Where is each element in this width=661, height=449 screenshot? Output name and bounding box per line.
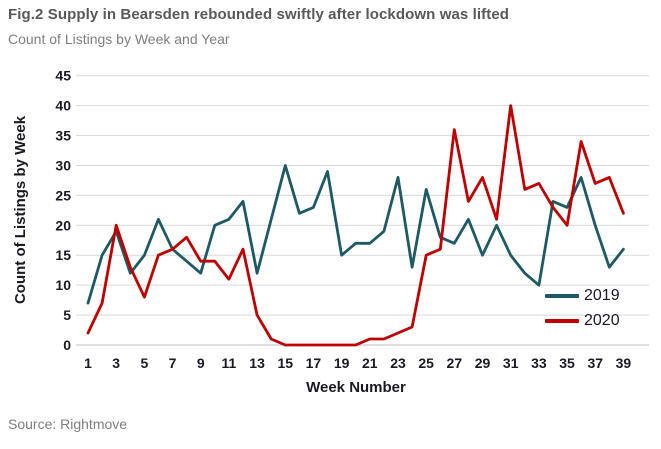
x-tick-7: 7 <box>169 355 177 371</box>
y-tick-20: 20 <box>55 217 71 233</box>
x-tick-3: 3 <box>112 355 120 371</box>
x-tick-11: 11 <box>221 355 236 371</box>
x-tick-17: 17 <box>306 355 322 371</box>
y-tick-10: 10 <box>55 277 71 293</box>
y-tick-40: 40 <box>55 98 71 114</box>
x-tick-31: 31 <box>503 355 519 371</box>
y-tick-0: 0 <box>63 337 71 353</box>
x-tick-9: 9 <box>197 355 205 371</box>
y-tick-30: 30 <box>55 157 71 173</box>
x-tick-25: 25 <box>418 355 434 371</box>
legend: 2019 2020 <box>545 287 620 330</box>
legend-swatch-2019 <box>545 294 579 298</box>
x-tick-19: 19 <box>334 355 350 371</box>
x-axis-title: Week Number <box>306 379 406 396</box>
x-tick-27: 27 <box>447 355 463 371</box>
series-line-2020 <box>86 104 625 347</box>
legend-label-2020: 2020 <box>584 312 620 329</box>
legend-item-2020: 2020 <box>545 312 620 330</box>
x-tick-23: 23 <box>390 355 406 371</box>
y-tick-25: 25 <box>55 187 71 203</box>
y-tick-35: 35 <box>55 128 71 144</box>
x-tick-33: 33 <box>531 355 547 371</box>
x-tick-1: 1 <box>84 355 92 371</box>
chart-title: Fig.2 Supply in Bearsden rebounded swift… <box>8 6 510 23</box>
x-tick-29: 29 <box>475 355 491 371</box>
x-tick-13: 13 <box>249 355 265 371</box>
y-axis-tick-labels: 0 5 10 15 20 25 30 35 40 45 <box>55 68 71 353</box>
x-axis-tick-labels: 1 3 5 7 9 11 13 15 17 19 21 23 25 27 29 31 33 35 37 39 <box>84 355 631 371</box>
x-tick-39: 39 <box>616 355 632 371</box>
y-axis-title: Count of Listings by Week <box>12 115 29 304</box>
legend-item-2019: 2019 <box>545 287 620 305</box>
x-tick-15: 15 <box>277 355 293 371</box>
legend-swatch-2020 <box>545 319 579 323</box>
x-tick-37: 37 <box>587 355 603 371</box>
x-tick-5: 5 <box>140 355 148 371</box>
series-lines <box>86 104 625 347</box>
chart-subtitle: Count of Listings by Week and Year <box>8 31 230 47</box>
legend-label-2019: 2019 <box>584 287 620 304</box>
x-tick-21: 21 <box>362 355 378 371</box>
y-tick-15: 15 <box>55 247 71 263</box>
y-tick-45: 45 <box>55 68 71 84</box>
series-line-2019 <box>86 164 625 305</box>
source-note: Source: Rightmove <box>8 416 128 432</box>
gridlines <box>76 75 649 346</box>
x-tick-35: 35 <box>559 355 575 371</box>
y-tick-5: 5 <box>63 307 71 323</box>
